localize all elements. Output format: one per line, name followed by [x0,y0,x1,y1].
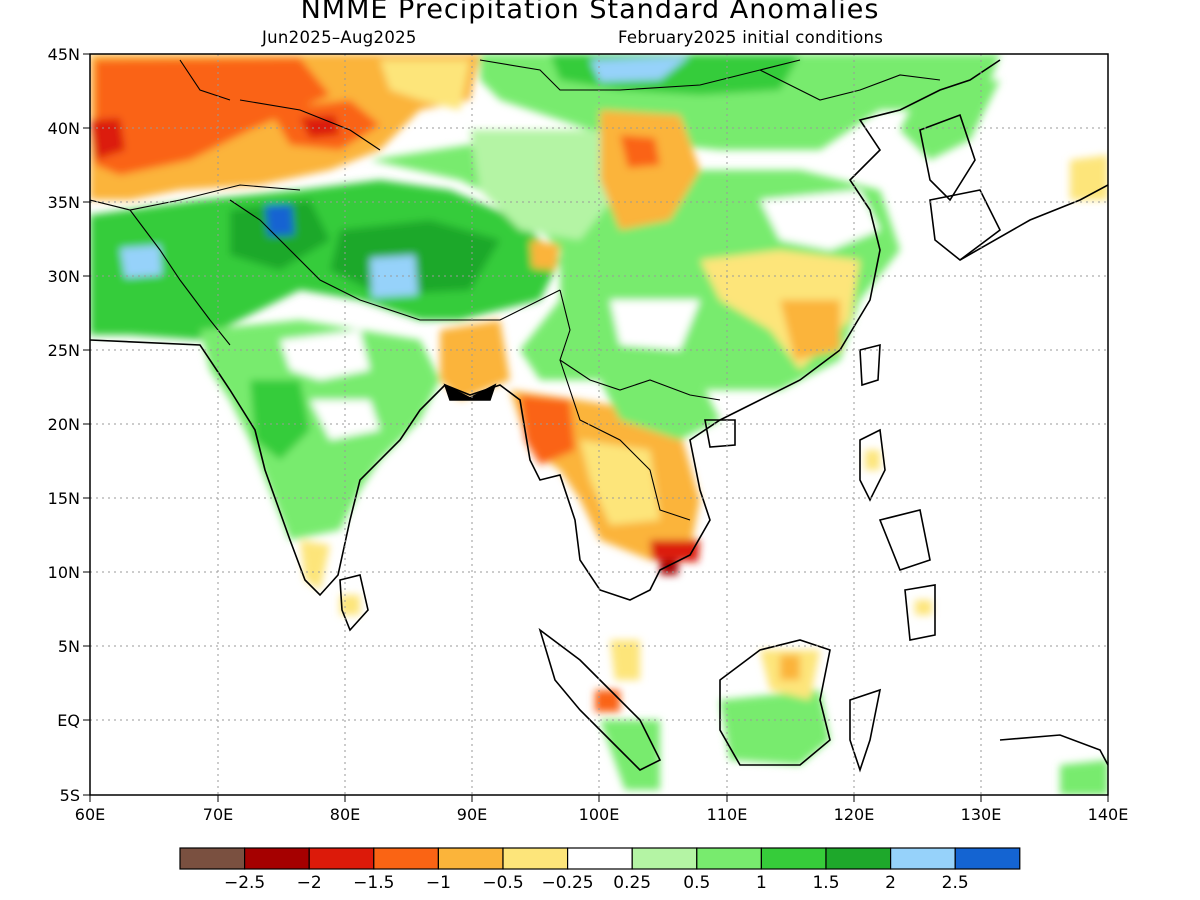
forecast-period: Jun2025–Aug2025 [262,28,417,47]
colorbar-swatch [308,847,375,870]
colorbar-label: −1 [426,873,451,893]
lon-tick-label: 70E [203,805,233,824]
lon-tick-label: 120E [834,805,875,824]
initial-conditions-label: February2025 initial conditions [618,28,884,47]
colorbar-label: −0.5 [482,873,523,893]
country-borders [90,59,941,521]
lat-tick-label: 15N [48,489,80,508]
colorbar-swatch [179,847,246,870]
lat-tick-label: EQ [57,711,80,730]
lon-tick-label: 110E [707,805,748,824]
colorbar-swatch [566,847,633,870]
colorbar-swatch [502,847,569,870]
lat-tick-label: 35N [48,193,80,212]
colorbar-label: −2 [297,873,322,893]
colorbar-label: 2 [885,873,896,893]
colorbar-swatch [954,847,1021,870]
colorbar-label: 2.5 [942,873,969,893]
colorbar-swatch [373,847,439,870]
coastlines [90,59,1108,773]
colorbar-label: 0.25 [613,873,651,893]
chart-title: NMME Precipitation Standard Anomalies [300,0,880,25]
lat-axis-labels: 45N 40N 35N 30N 25N 20N 15N 10N 5N EQ 5S [48,45,80,805]
colorbar-swatch [631,847,698,870]
colorbar-swatch [889,847,956,870]
colorbar-swatch [437,847,504,870]
colorbar-swatch [760,847,827,870]
gridlines [90,54,1108,795]
lon-tick-label: 80E [330,805,360,824]
color-legend: −2.5 −2 −1.5 −1 −0.5 −0.25 0.25 0.5 1 1.5 2 2.5 [179,847,1021,893]
lat-tick-label: 20N [48,415,80,434]
lon-tick-label: 100E [579,805,620,824]
lat-tick-label: 30N [48,267,80,286]
colorbar-label: −0.25 [542,873,594,893]
lat-tick-label: 5N [58,637,80,656]
lon-tick-label: 130E [961,805,1002,824]
lon-tick-label: 60E [75,805,105,824]
lat-tick-label: 5S [60,786,80,805]
lon-axis-labels: 60E 70E 80E 90E 100E 110E 120E 130E 140E [75,805,1129,824]
colorbar-swatch [825,847,892,870]
anomaly-fields [90,54,1108,795]
colorbar-swatch [696,847,762,870]
lat-tick-label: 45N [48,45,80,64]
lat-tick-label: 25N [48,341,80,360]
colorbar-label: 0.5 [683,873,710,893]
colorbar-swatch [244,847,310,870]
lat-tick-label: 10N [48,563,80,582]
colorbar-label: 1.5 [812,873,839,893]
lon-tick-label: 90E [457,805,487,824]
colorbar-label: −1.5 [353,873,394,893]
colorbar-label: 1 [756,873,767,893]
lat-tick-label: 40N [48,119,80,138]
colorbar-label: −2.5 [224,873,265,893]
lon-tick-label: 140E [1088,805,1129,824]
